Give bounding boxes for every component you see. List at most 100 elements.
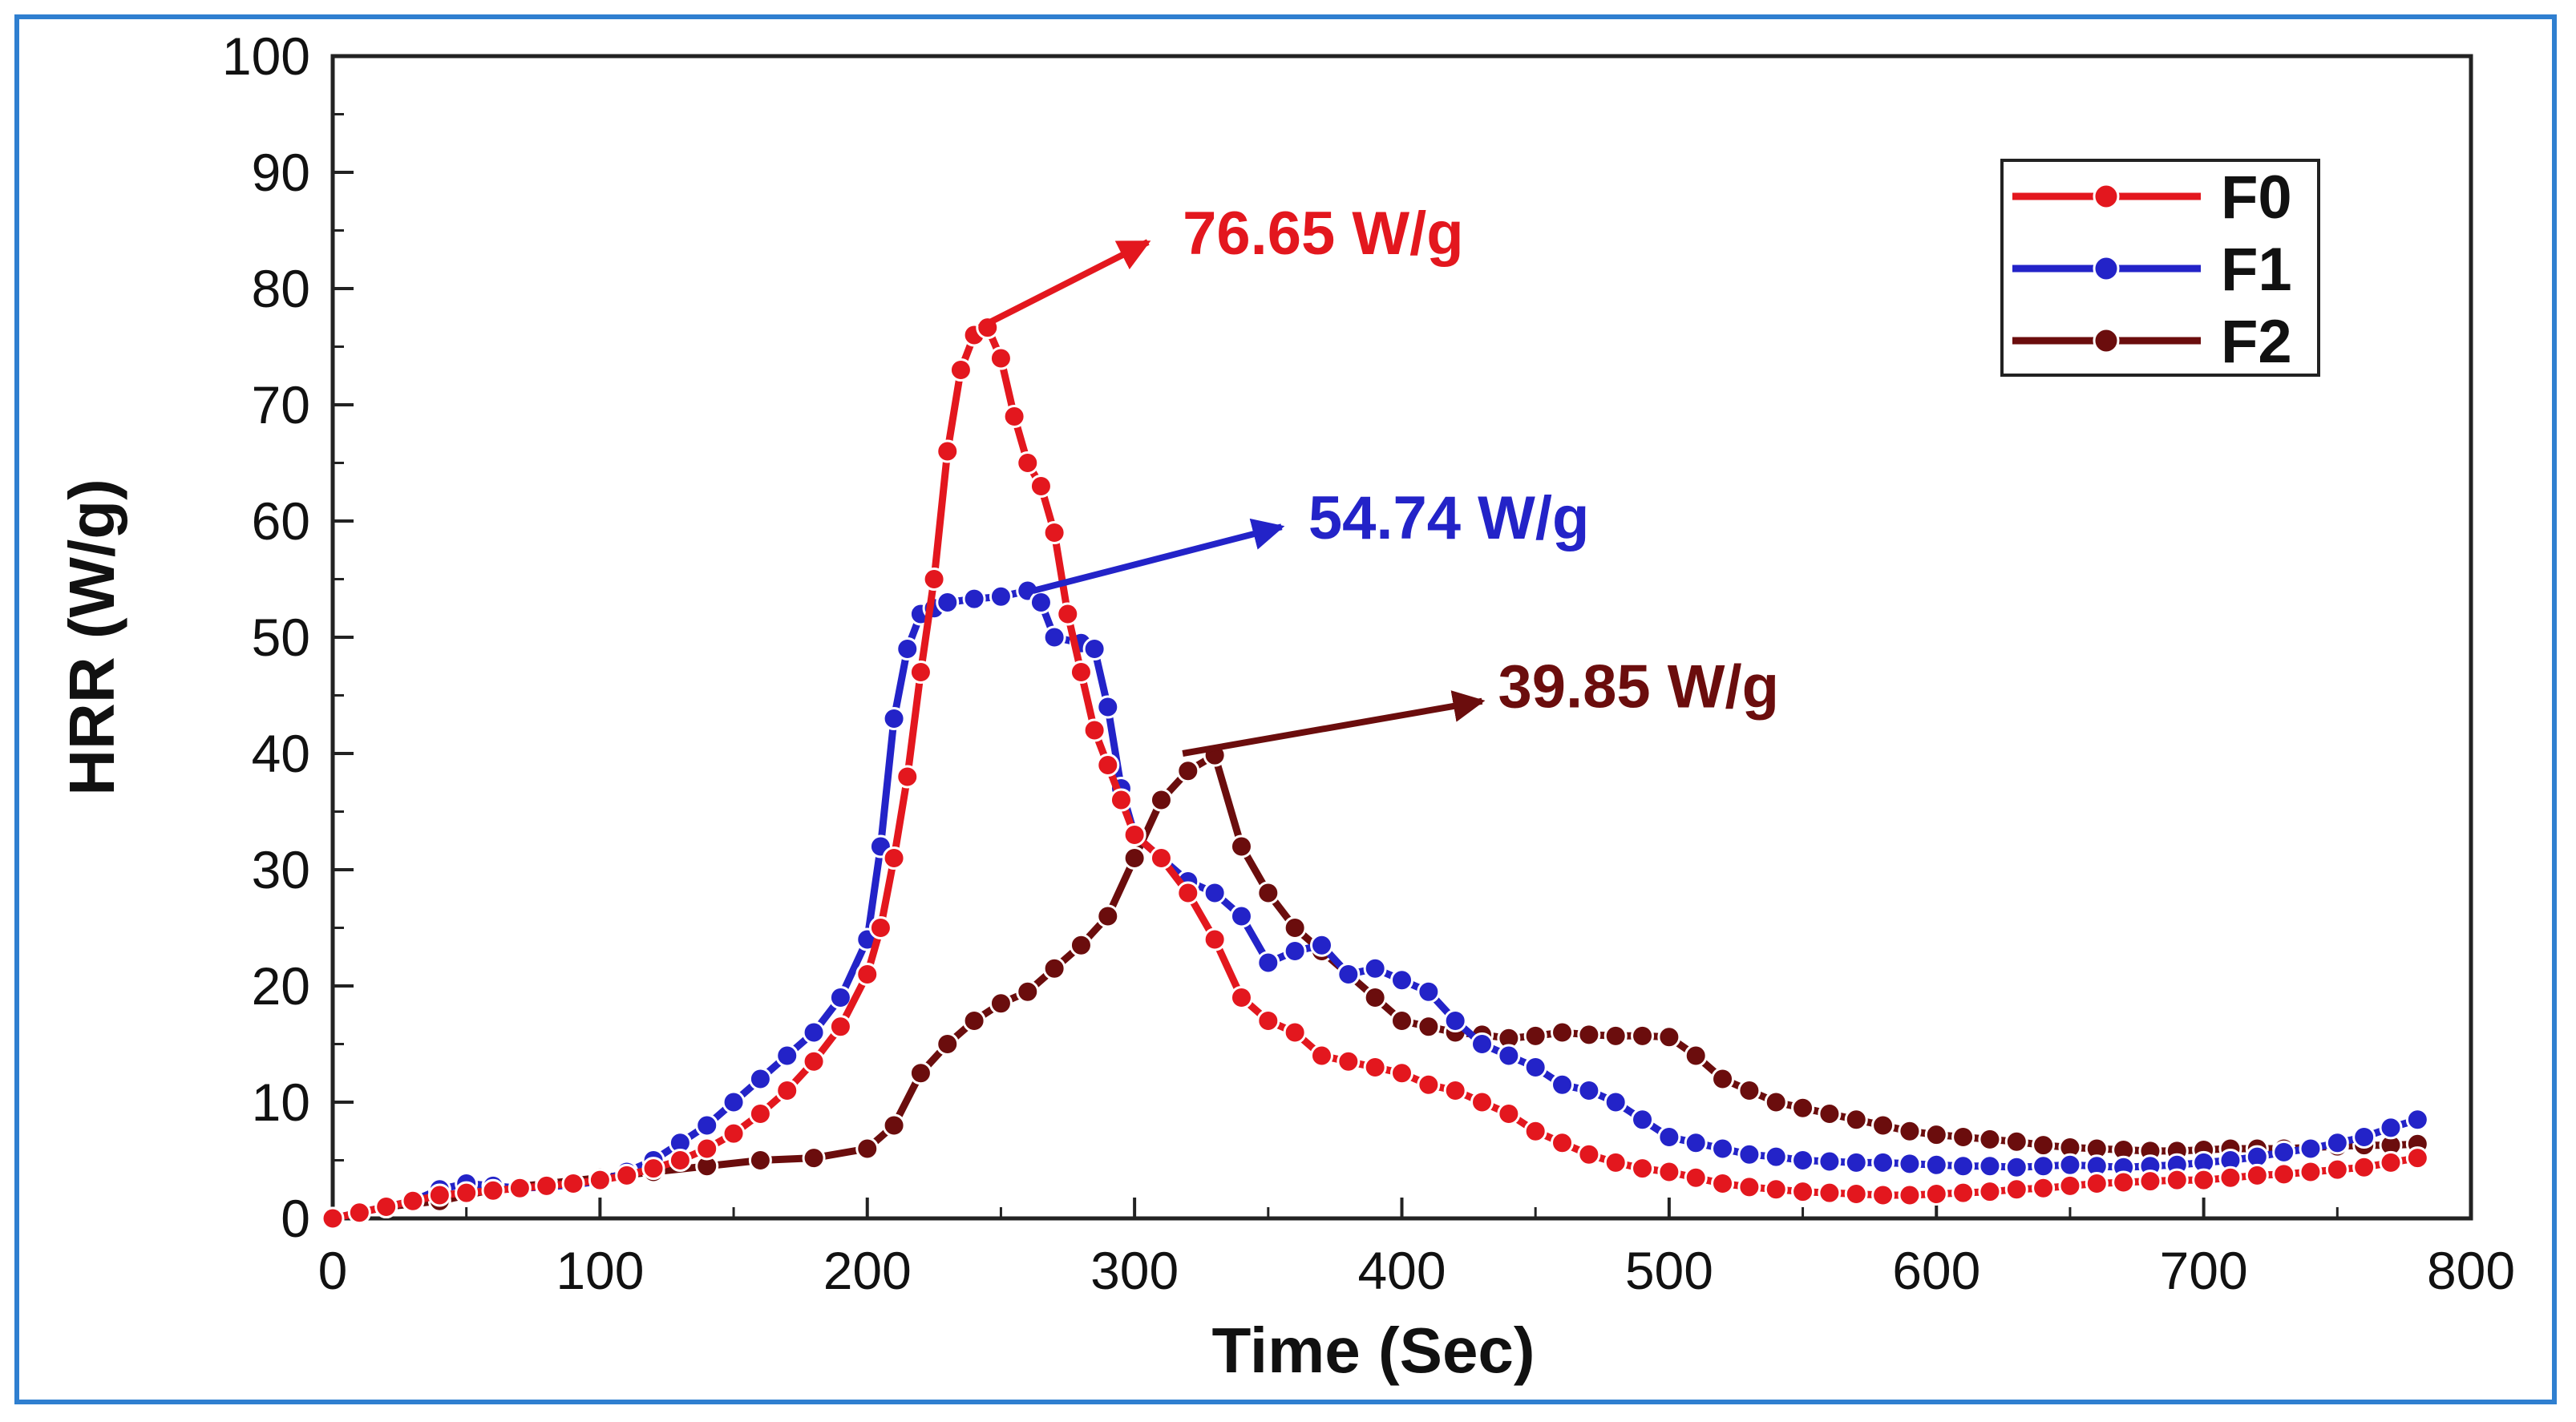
- data-point-F1: [1029, 591, 1053, 614]
- data-point-F2: [855, 1137, 880, 1161]
- data-point-F1: [1631, 1108, 1655, 1132]
- data-point-F0: [374, 1195, 398, 1218]
- data-point-F2: [1042, 956, 1066, 980]
- data-point-F1: [775, 1044, 799, 1068]
- data-point-F2: [1711, 1067, 1735, 1091]
- data-point-F0: [588, 1168, 612, 1192]
- data-point-F1: [1951, 1154, 1975, 1178]
- data-point-F0: [1016, 451, 1040, 475]
- data-point-F1: [748, 1067, 772, 1091]
- data-point-F1: [1898, 1152, 1922, 1176]
- data-point-F0: [2165, 1168, 2189, 1192]
- data-point-F0: [2058, 1174, 2082, 1198]
- data-point-F2: [748, 1149, 772, 1172]
- data-point-F0: [2004, 1178, 2028, 1202]
- data-point-F1: [1577, 1079, 1601, 1102]
- y-tick-label: 70: [252, 375, 310, 434]
- x-tick-label: 100: [556, 1241, 644, 1300]
- data-point-F1: [1791, 1149, 1815, 1172]
- data-point-F0: [401, 1189, 425, 1213]
- legend-marker-F2: [2093, 327, 2120, 354]
- y-tick-label: 20: [252, 956, 310, 1016]
- data-point-F1: [1871, 1150, 1895, 1174]
- data-point-F0: [948, 358, 973, 382]
- data-point-F0: [615, 1163, 639, 1187]
- data-point-F2: [1256, 881, 1280, 905]
- data-point-F1: [828, 986, 852, 1009]
- data-point-F2: [1417, 1015, 1441, 1039]
- data-point-F0: [1309, 1044, 1333, 1068]
- data-point-F0: [1791, 1180, 1815, 1204]
- data-point-F1: [802, 1020, 826, 1044]
- data-point-F0: [427, 1183, 451, 1207]
- data-point-F0: [1203, 927, 1227, 951]
- data-point-F1: [1924, 1153, 1948, 1177]
- data-point-F0: [1470, 1090, 1494, 1114]
- data-point-F2: [1283, 916, 1307, 939]
- data-point-F0: [989, 346, 1013, 370]
- data-point-F0: [1029, 475, 1053, 498]
- data-point-F0: [2218, 1165, 2242, 1190]
- data-point-F0: [1283, 1020, 1307, 1044]
- data-point-F0: [641, 1157, 665, 1181]
- legend-label-F0: F0: [2221, 164, 2292, 232]
- annotation-label: 54.74 W/g: [1308, 484, 1590, 552]
- data-point-F2: [1684, 1044, 1708, 1068]
- data-point-F1: [1042, 625, 1066, 649]
- data-point-F0: [2272, 1162, 2296, 1186]
- data-point-F1: [1551, 1073, 1575, 1097]
- data-point-F2: [1390, 1009, 1413, 1032]
- data-point-F0: [2192, 1168, 2216, 1192]
- data-point-F1: [1203, 881, 1227, 905]
- data-point-F0: [908, 661, 932, 684]
- y-tick-label: 100: [222, 26, 310, 86]
- data-point-F0: [2138, 1170, 2162, 1194]
- data-point-F0: [2405, 1146, 2429, 1170]
- data-point-F2: [1818, 1102, 1842, 1125]
- data-point-F0: [321, 1206, 345, 1230]
- data-point-F2: [1898, 1119, 1922, 1143]
- legend-marker-F1: [2093, 255, 2120, 282]
- legend-label-F1: F1: [2221, 236, 2292, 304]
- data-point-F0: [1978, 1180, 2002, 1204]
- series-group: [321, 316, 2429, 1230]
- data-point-F1: [1711, 1137, 1735, 1161]
- data-point-F0: [508, 1176, 532, 1200]
- annotation-label: 39.85 W/g: [1498, 652, 1780, 721]
- data-point-F2: [2004, 1129, 2028, 1153]
- data-point-F2: [1096, 904, 1120, 928]
- data-point-F1: [2379, 1116, 2403, 1140]
- data-point-F1: [722, 1090, 746, 1114]
- data-point-F2: [1951, 1125, 1975, 1149]
- data-point-F0: [2085, 1172, 2109, 1195]
- data-point-F1: [1470, 1032, 1494, 1056]
- data-point-F2: [802, 1146, 826, 1170]
- data-point-F2: [1657, 1025, 1681, 1049]
- data-point-F0: [1523, 1119, 1547, 1143]
- y-tick-label: 50: [252, 608, 310, 667]
- axis-ticks: 0 100 200 300 400 500 600 700 800 0 10 20 30 40 50 60 70…: [222, 26, 2515, 1300]
- data-point-F1: [989, 584, 1013, 608]
- data-point-F1: [1737, 1142, 1761, 1166]
- data-point-F1: [1229, 904, 1253, 928]
- data-point-F0: [535, 1174, 559, 1198]
- data-point-F1: [896, 637, 920, 661]
- data-point-F2: [1016, 980, 1040, 1004]
- y-axis-label: HRR (W/g): [56, 479, 127, 795]
- data-point-F0: [882, 846, 906, 870]
- x-tick-label: 800: [2427, 1241, 2515, 1300]
- data-point-F0: [802, 1049, 826, 1073]
- data-point-F0: [922, 568, 946, 591]
- y-tick-label: 90: [252, 143, 310, 202]
- data-point-F2: [1844, 1108, 1868, 1132]
- data-point-F0: [1764, 1178, 1788, 1202]
- x-axis-label: Time (Sec): [1211, 1315, 1535, 1386]
- data-point-F0: [1684, 1165, 1708, 1190]
- data-point-F1: [962, 587, 986, 611]
- data-point-F0: [2352, 1155, 2376, 1179]
- y-tick-label: 60: [252, 491, 310, 551]
- data-point-F1: [1256, 951, 1280, 975]
- data-point-F1: [2272, 1140, 2296, 1164]
- data-point-F0: [561, 1172, 585, 1195]
